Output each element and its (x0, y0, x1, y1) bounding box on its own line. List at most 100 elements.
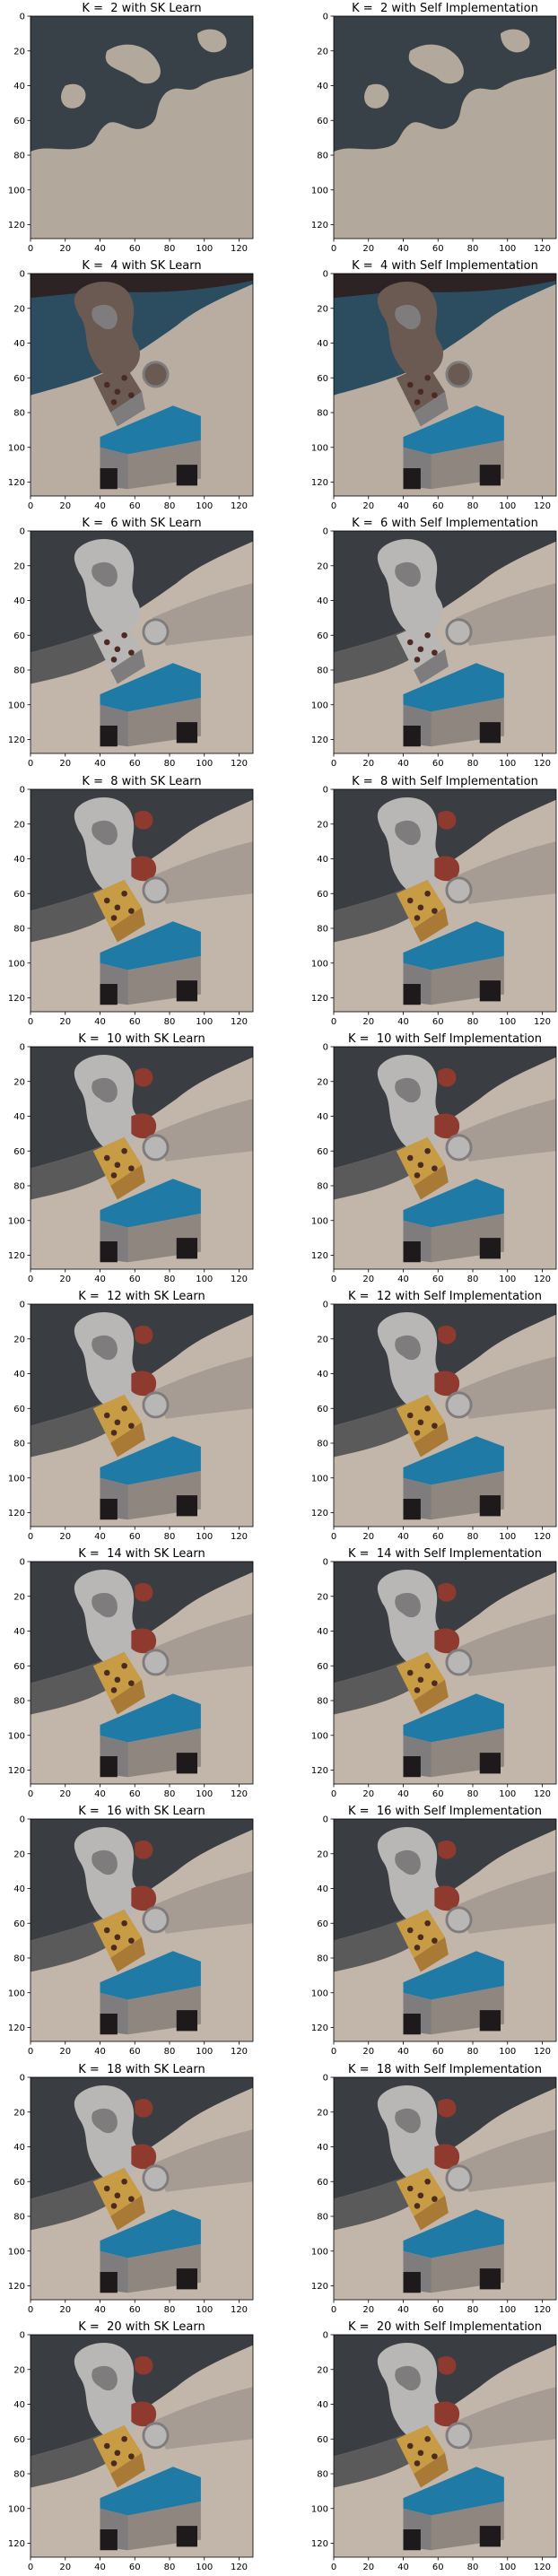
subplot-title: K = 16 with SK Learn (78, 1805, 205, 1819)
subplot-axes: 0 20 40 60 80 100 120 0 20 40 60 80 100 120 (8, 2073, 254, 2315)
y-tick-label: 0 (20, 270, 25, 280)
subplot-axes: 0 20 40 60 80 100 120 0 20 40 60 80 100 120 (311, 1301, 557, 1542)
axes-frame (30, 1046, 254, 1270)
y-tick-label: 100 (8, 1731, 25, 1741)
x-tick-label: 80 (467, 1275, 479, 1284)
subplot-title: K = 4 with SK Learn (82, 259, 202, 274)
y-tick-label: 100 (8, 959, 25, 969)
subplot-axes: 0 20 40 60 80 100 120 0 20 40 60 80 100 120 (8, 1301, 254, 1542)
y-tick-label: 20 (317, 1335, 328, 1345)
x-tick-label: 20 (59, 2563, 71, 2572)
x-tick-label: 60 (129, 2305, 141, 2315)
y-tick-label: 20 (317, 562, 328, 572)
axes-frame (333, 1303, 557, 1527)
x-tick-label: 0 (28, 759, 33, 769)
y-tick-label: 0 (323, 1815, 328, 1825)
x-tick-label: 60 (432, 1275, 444, 1284)
y-tick-label: 40 (317, 1884, 328, 1894)
subplot-panel: K = 2 with Self Implementation 0 20 40 60 80 1… (279, 0, 558, 257)
quantized-image (334, 788, 556, 1012)
subplot-axes: 0 20 40 60 80 100 120 0 20 40 60 80 100 120 (311, 2073, 557, 2315)
y-tick-label: 40 (317, 2400, 328, 2410)
y-tick-label: 80 (13, 1440, 25, 1449)
y-tick-label: 80 (317, 1697, 328, 1707)
y-tick-label: 120 (8, 2023, 25, 2033)
x-tick-label: 20 (362, 1532, 374, 1542)
x-tick-label: 100 (499, 1275, 516, 1284)
y-tick-label: 20 (317, 304, 328, 314)
y-tick-label: 0 (20, 1301, 25, 1310)
y-tick-label: 20 (317, 1077, 328, 1087)
x-tick-label: 40 (397, 1532, 409, 1542)
x-tick-label: 80 (164, 2047, 176, 2057)
y-tick-label: 0 (323, 785, 328, 795)
subplot-title: K = 16 with Self Implementation (348, 1805, 542, 1819)
x-tick-label: 20 (362, 2563, 374, 2572)
x-tick-label: 20 (362, 2047, 374, 2057)
y-tick-label: 100 (311, 186, 328, 196)
y-tick-label: 20 (13, 562, 25, 572)
y-tick-label: 100 (311, 959, 328, 969)
x-tick-label: 100 (499, 1532, 516, 1542)
axes-frame (333, 2076, 557, 2300)
x-tick-label: 40 (94, 501, 106, 511)
x-tick-label: 120 (534, 1789, 551, 1799)
x-tick-label: 100 (499, 1017, 516, 1027)
y-tick-label: 120 (8, 1509, 25, 1519)
subplot-axes: 0 20 40 60 80 100 120 0 20 40 60 80 100 120 (311, 1558, 557, 1799)
x-tick-label: 80 (164, 2563, 176, 2572)
x-tick-label: 120 (231, 501, 248, 511)
y-tick-label: 120 (8, 1766, 25, 1776)
x-tick-label: 0 (28, 2047, 33, 2057)
x-tick-label: 0 (28, 2563, 33, 2572)
y-tick-label: 60 (13, 631, 25, 641)
y-tick-label: 60 (13, 1405, 25, 1414)
x-tick-label: 60 (432, 1789, 444, 1799)
y-tick-label: 80 (317, 1954, 328, 1964)
x-tick-label: 60 (432, 1017, 444, 1027)
axes-frame (30, 530, 254, 754)
x-tick-label: 0 (331, 244, 336, 254)
x-tick-label: 100 (196, 1275, 213, 1284)
x-tick-label: 120 (231, 1789, 248, 1799)
x-tick-label: 100 (196, 244, 213, 254)
axes-frame (30, 2076, 254, 2300)
y-tick-label: 40 (13, 339, 25, 349)
subplot-axes: 0 20 40 60 80 100 120 0 20 40 60 80 100 120 (311, 270, 557, 511)
quantized-image (31, 2076, 253, 2300)
x-tick-label: 20 (362, 244, 374, 254)
x-tick-label: 40 (94, 759, 106, 769)
subplot-axes: 0 20 40 60 80 100 120 0 20 40 60 80 100 120 (8, 785, 254, 1027)
y-tick-label: 80 (13, 1954, 25, 1964)
subplot-panel: K = 2 with SK Learn 0 20 40 60 80 100 120 0 20 40 6… (0, 0, 279, 257)
x-tick-label: 20 (59, 244, 71, 254)
x-tick-label: 80 (467, 1532, 479, 1542)
subplot-title: K = 18 with SK Learn (78, 2062, 205, 2076)
x-tick-label: 40 (397, 501, 409, 511)
axes-frame (333, 1046, 557, 1270)
x-tick-label: 20 (59, 2047, 71, 2057)
x-tick-label: 100 (499, 2563, 516, 2572)
y-tick-label: 80 (13, 2212, 25, 2222)
axes-frame (30, 1303, 254, 1527)
y-tick-label: 100 (8, 1989, 25, 1999)
y-tick-label: 20 (13, 1850, 25, 1860)
axes-frame (333, 1561, 557, 1785)
y-tick-label: 80 (317, 152, 328, 161)
y-tick-label: 80 (317, 924, 328, 934)
subplot-title: K = 20 with Self Implementation (348, 2319, 542, 2334)
x-tick-label: 120 (534, 759, 551, 769)
subplot-title: K = 6 with SK Learn (82, 517, 202, 531)
y-tick-label: 20 (317, 2365, 328, 2375)
y-tick-label: 60 (317, 889, 328, 899)
x-tick-label: 0 (331, 1275, 336, 1284)
y-tick-label: 60 (317, 1147, 328, 1157)
y-tick-label: 100 (311, 2504, 328, 2514)
x-tick-label: 40 (94, 1017, 106, 1027)
y-tick-label: 60 (13, 117, 25, 126)
y-tick-label: 20 (317, 47, 328, 57)
x-tick-label: 80 (467, 2305, 479, 2315)
x-tick-label: 120 (231, 2563, 248, 2572)
y-tick-label: 120 (8, 1251, 25, 1261)
